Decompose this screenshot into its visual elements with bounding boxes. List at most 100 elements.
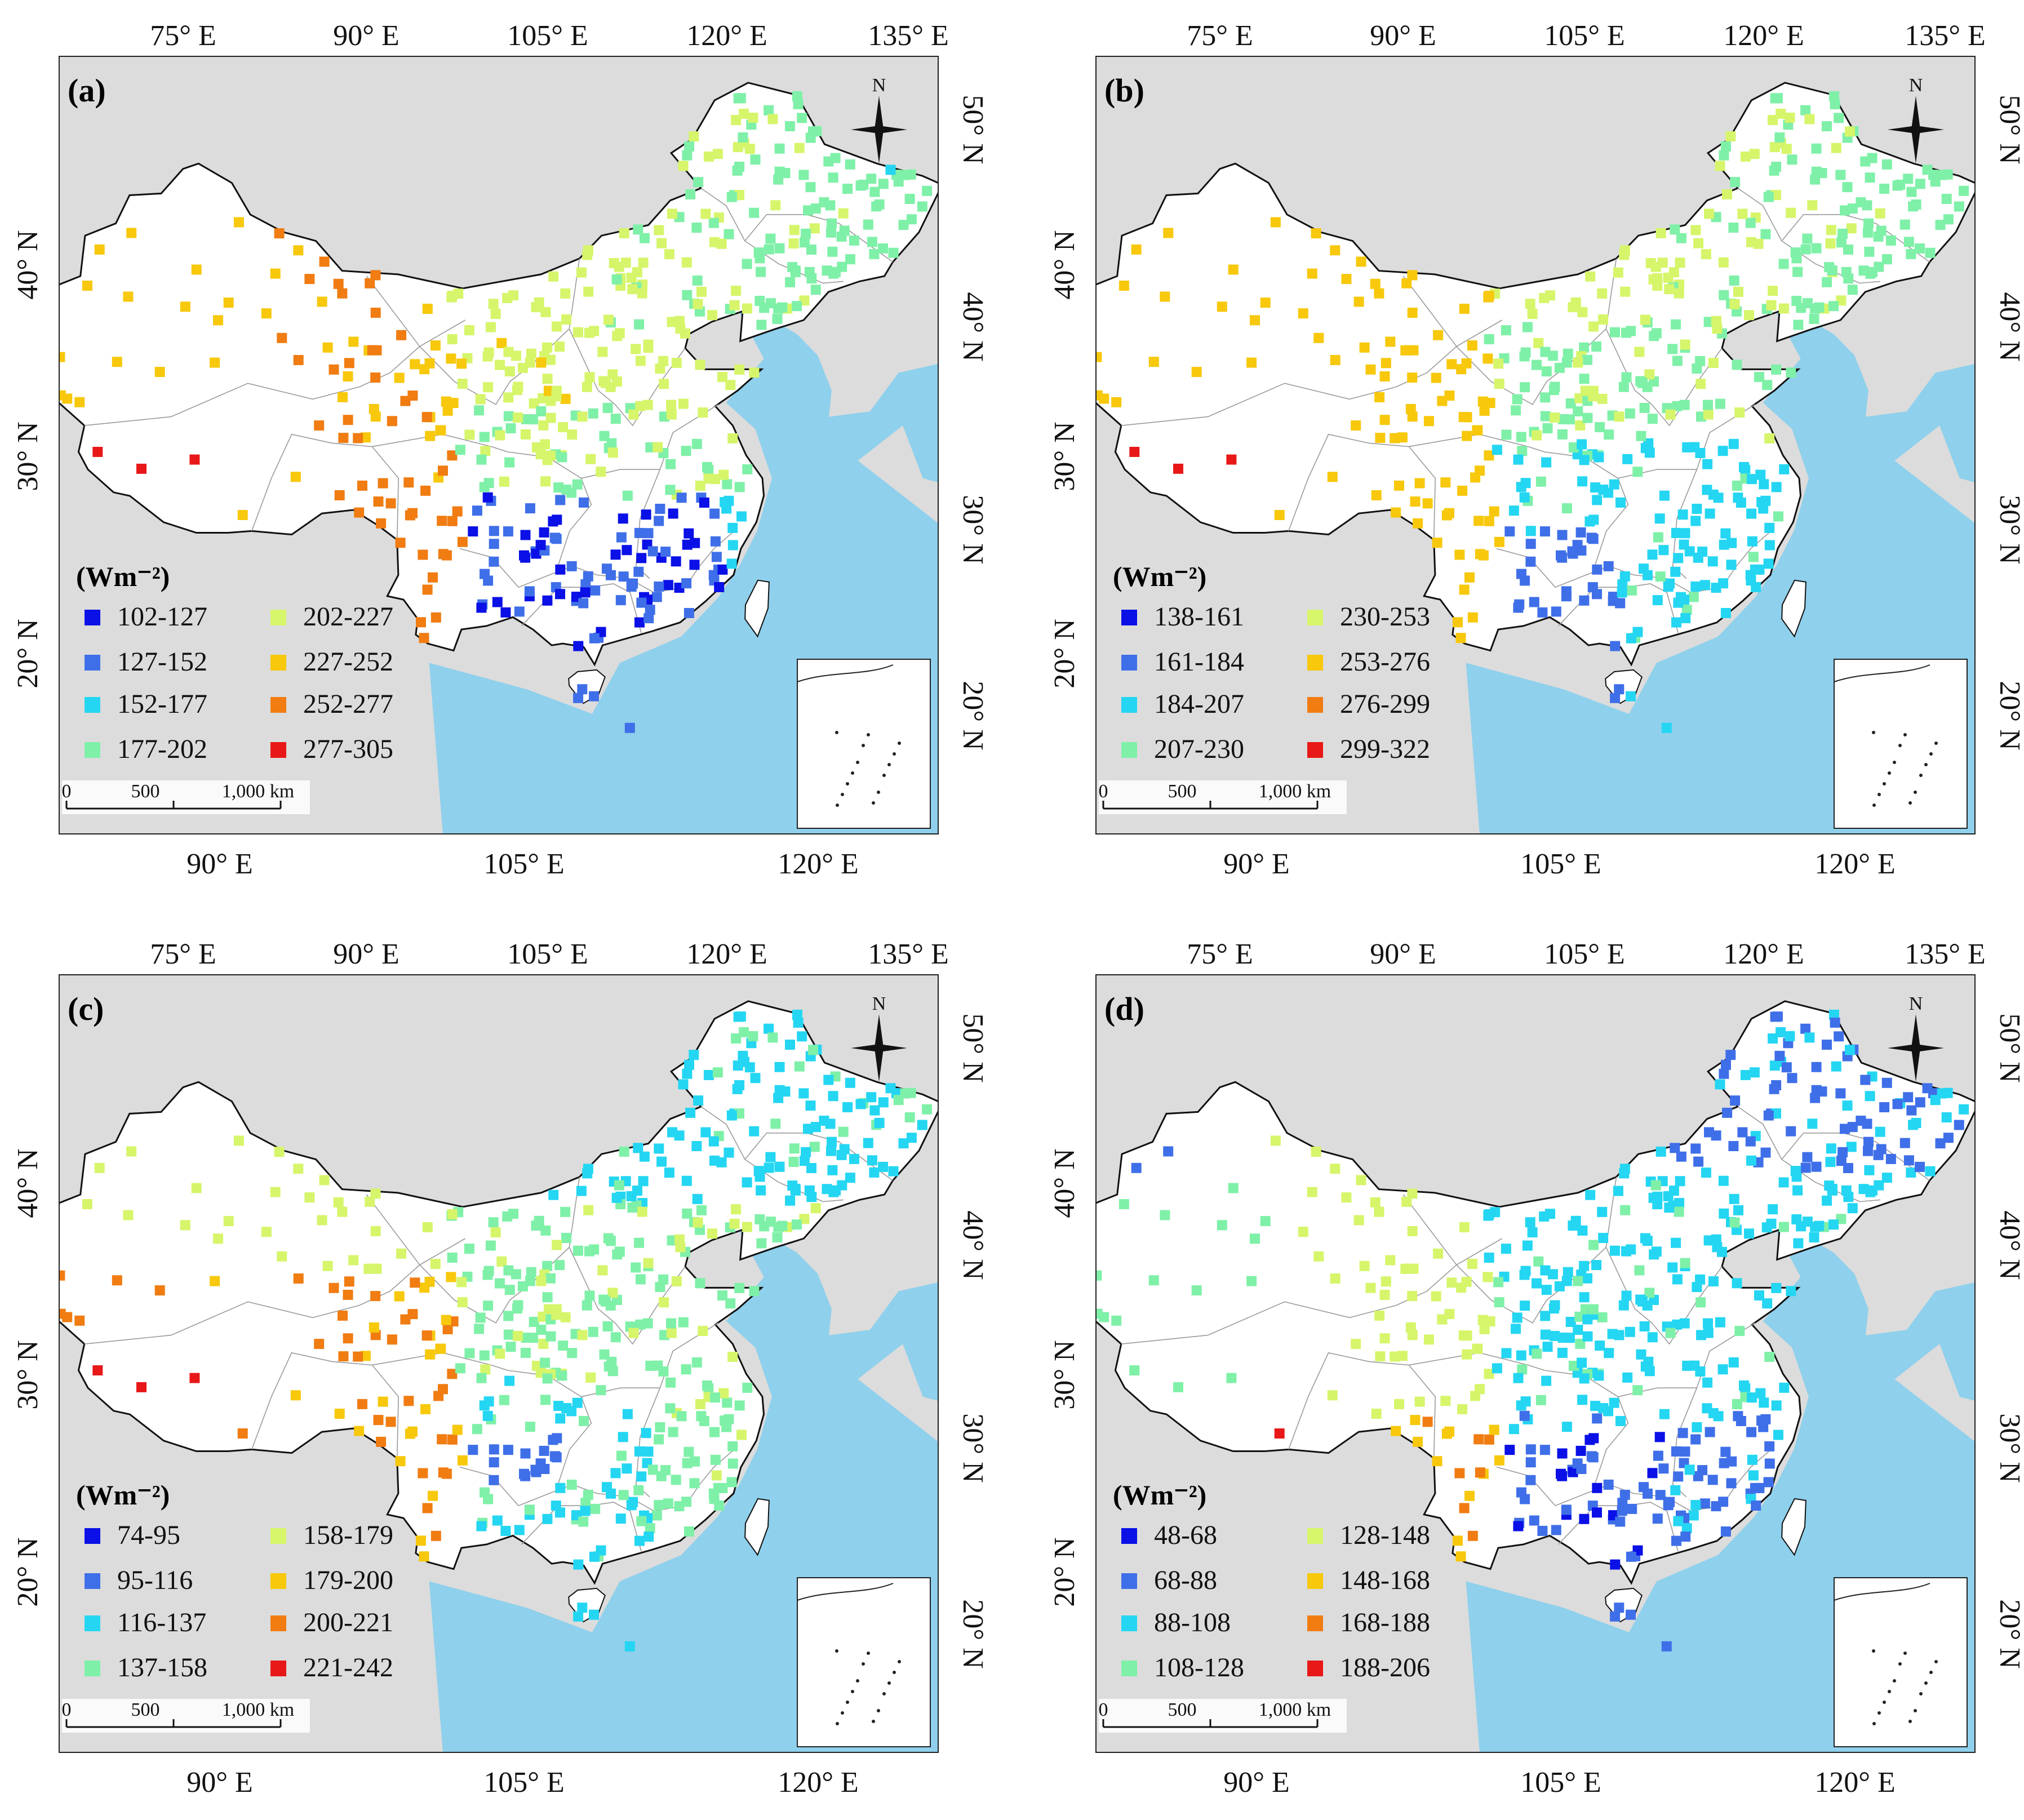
station-marker — [577, 1603, 588, 1613]
station-marker — [637, 288, 647, 299]
station-marker — [683, 1446, 694, 1457]
station-marker — [1925, 1166, 1936, 1177]
inset-island — [862, 1662, 865, 1666]
top-axis-label: 135° E — [868, 20, 949, 52]
province-boundary — [84, 319, 466, 426]
station-marker — [726, 1110, 737, 1121]
station-marker — [904, 1112, 915, 1122]
station-marker — [1351, 420, 1361, 431]
station-marker — [483, 1494, 494, 1504]
station-marker — [1769, 1060, 1780, 1071]
station-marker — [1690, 1500, 1701, 1510]
station-marker — [1670, 566, 1681, 577]
station-marker — [548, 271, 559, 282]
station-marker — [780, 168, 791, 179]
station-marker — [1740, 151, 1751, 162]
station-marker — [348, 1255, 359, 1266]
station-marker — [1588, 321, 1599, 332]
station-marker — [274, 228, 285, 239]
station-marker — [59, 390, 66, 401]
station-marker — [1746, 1427, 1757, 1437]
inset-island — [841, 793, 844, 796]
station-marker — [237, 510, 248, 520]
station-marker — [482, 492, 493, 503]
station-marker — [472, 1424, 482, 1435]
station-marker — [712, 149, 723, 159]
station-marker — [1561, 1504, 1572, 1515]
scale-zero: 0 — [1099, 1699, 1108, 1720]
station-marker — [1771, 482, 1782, 492]
station-marker — [430, 612, 441, 623]
station-marker — [1527, 309, 1538, 319]
station-marker — [525, 1422, 535, 1432]
station-marker — [1903, 1092, 1914, 1103]
station-marker — [357, 480, 367, 491]
station-marker — [277, 332, 287, 343]
station-marker — [1462, 1349, 1472, 1360]
station-marker — [1937, 170, 1947, 180]
station-marker — [696, 286, 707, 297]
station-marker — [554, 341, 565, 352]
legend-label: 108-128 — [1154, 1653, 1244, 1683]
station-marker — [457, 536, 468, 547]
station-marker — [1472, 425, 1483, 436]
station-marker — [1341, 274, 1352, 285]
station-marker — [385, 1417, 396, 1427]
station-marker — [1619, 245, 1630, 256]
station-marker — [539, 527, 549, 538]
station-marker — [1541, 1285, 1552, 1295]
province-boundary — [1121, 1238, 1503, 1344]
station-marker — [34, 1264, 45, 1274]
station-marker — [1475, 1467, 1485, 1478]
inset-island — [836, 1722, 839, 1725]
south-china-sea-inset — [1834, 1577, 1968, 1747]
station-marker — [319, 1175, 330, 1186]
taiwan-island — [744, 579, 770, 638]
station-marker — [1836, 237, 1847, 248]
station-marker — [1614, 1330, 1624, 1340]
station-marker — [770, 1118, 781, 1129]
station-marker — [823, 1075, 834, 1085]
station-marker — [1591, 341, 1602, 352]
station-marker — [1655, 228, 1666, 238]
station-marker — [1792, 1185, 1803, 1196]
legend-label: 138-161 — [1154, 602, 1244, 632]
station-marker — [869, 1167, 880, 1178]
station-marker — [136, 463, 147, 474]
scale-zero: 0 — [1099, 781, 1108, 802]
station-marker — [1405, 403, 1416, 414]
station-marker — [535, 1458, 546, 1469]
station-marker — [1720, 1526, 1731, 1537]
station-marker — [513, 381, 523, 392]
station-marker — [1746, 508, 1757, 519]
station-marker — [1525, 526, 1536, 536]
station-marker — [475, 394, 486, 405]
station-marker — [580, 587, 591, 598]
station-marker — [1717, 446, 1728, 456]
station-marker — [1407, 1291, 1418, 1302]
station-marker — [573, 1559, 584, 1570]
station-marker — [810, 203, 821, 214]
station-marker — [1573, 357, 1583, 368]
station-marker — [1644, 1366, 1655, 1377]
station-marker — [1768, 1033, 1778, 1044]
station-marker — [520, 429, 531, 440]
station-marker — [1690, 1434, 1701, 1445]
station-marker — [1840, 205, 1850, 216]
station-marker — [614, 1180, 624, 1191]
station-marker — [489, 1457, 499, 1468]
station-marker — [1707, 556, 1718, 567]
station-marker — [579, 497, 589, 508]
station-marker — [489, 556, 499, 567]
inset-island — [887, 1681, 891, 1685]
station-marker — [1274, 510, 1285, 520]
left-axis-label: 40° N — [1049, 1148, 1081, 1218]
inset-island — [887, 763, 891, 766]
inset-island — [835, 731, 838, 734]
legend-unit: (Wm⁻²) — [76, 1479, 170, 1511]
station-marker — [1525, 1217, 1535, 1228]
station-marker — [722, 479, 733, 490]
station-marker — [573, 641, 584, 651]
station-marker — [1540, 1311, 1551, 1321]
